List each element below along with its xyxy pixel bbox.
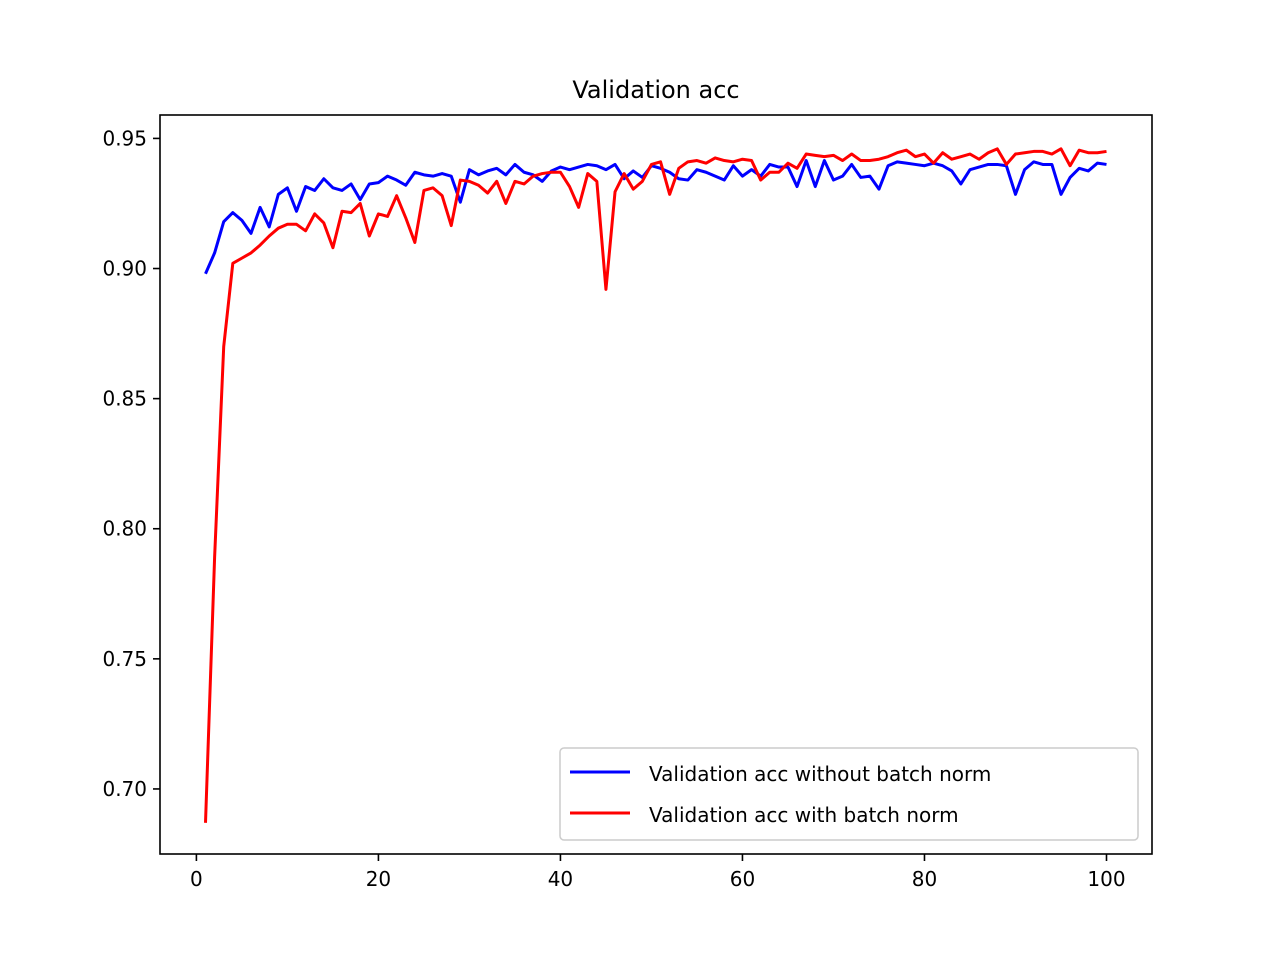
legend-box (559, 747, 1139, 841)
legend-label-without-batch-norm: Validation acc without batch norm (649, 762, 991, 786)
y-tick-label: 0.85 (102, 387, 147, 411)
chart-title: Validation acc (572, 76, 739, 104)
x-tick-label: 60 (730, 867, 755, 891)
legend-label-with-batch-norm: Validation acc with batch norm (649, 803, 959, 827)
x-tick-label: 20 (366, 867, 391, 891)
x-tick-label: 100 (1087, 867, 1125, 891)
x-tick-label: 40 (548, 867, 573, 891)
y-tick-label: 0.80 (102, 517, 147, 541)
y-tick-label: 0.70 (102, 777, 147, 801)
series-line-with-batch-norm (204, 147, 1107, 823)
y-tick-label: 0.95 (102, 126, 147, 150)
x-tick-label: 80 (912, 867, 937, 891)
y-tick-label: 0.75 (102, 647, 147, 671)
y-tick-label: 0.90 (102, 257, 147, 281)
axis-ticks: 0 20 40 60 80 100 0.70 0.75 0.80 0.85 0.90 0.95 (102, 126, 1125, 891)
legend: Validation acc without batch norm Valida… (559, 747, 1139, 841)
plot-area (204, 147, 1107, 823)
series-line-without-batch-norm (204, 159, 1107, 275)
x-tick-label: 0 (190, 867, 203, 891)
axes-frame (159, 114, 1153, 855)
